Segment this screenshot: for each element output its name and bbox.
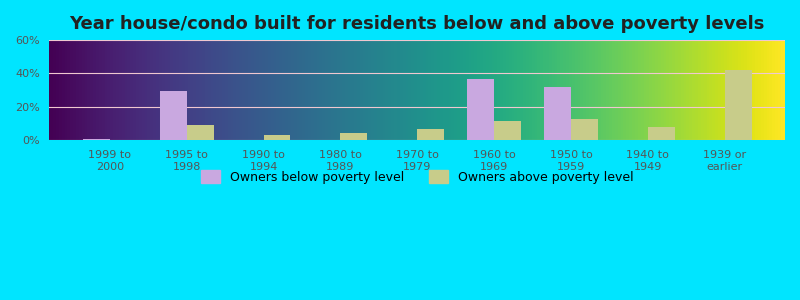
- Bar: [340, 133, 367, 140]
- Bar: [418, 128, 444, 140]
- Legend: Owners below poverty level, Owners above poverty level: Owners below poverty level, Owners above…: [196, 165, 638, 189]
- Bar: [571, 118, 598, 140]
- Bar: [263, 135, 290, 140]
- Bar: [467, 79, 494, 140]
- Bar: [725, 70, 751, 140]
- Bar: [494, 121, 521, 140]
- Bar: [186, 125, 214, 140]
- Title: Year house/condo built for residents below and above poverty levels: Year house/condo built for residents bel…: [70, 15, 765, 33]
- Bar: [544, 87, 571, 140]
- Bar: [648, 127, 674, 140]
- Bar: [160, 91, 186, 140]
